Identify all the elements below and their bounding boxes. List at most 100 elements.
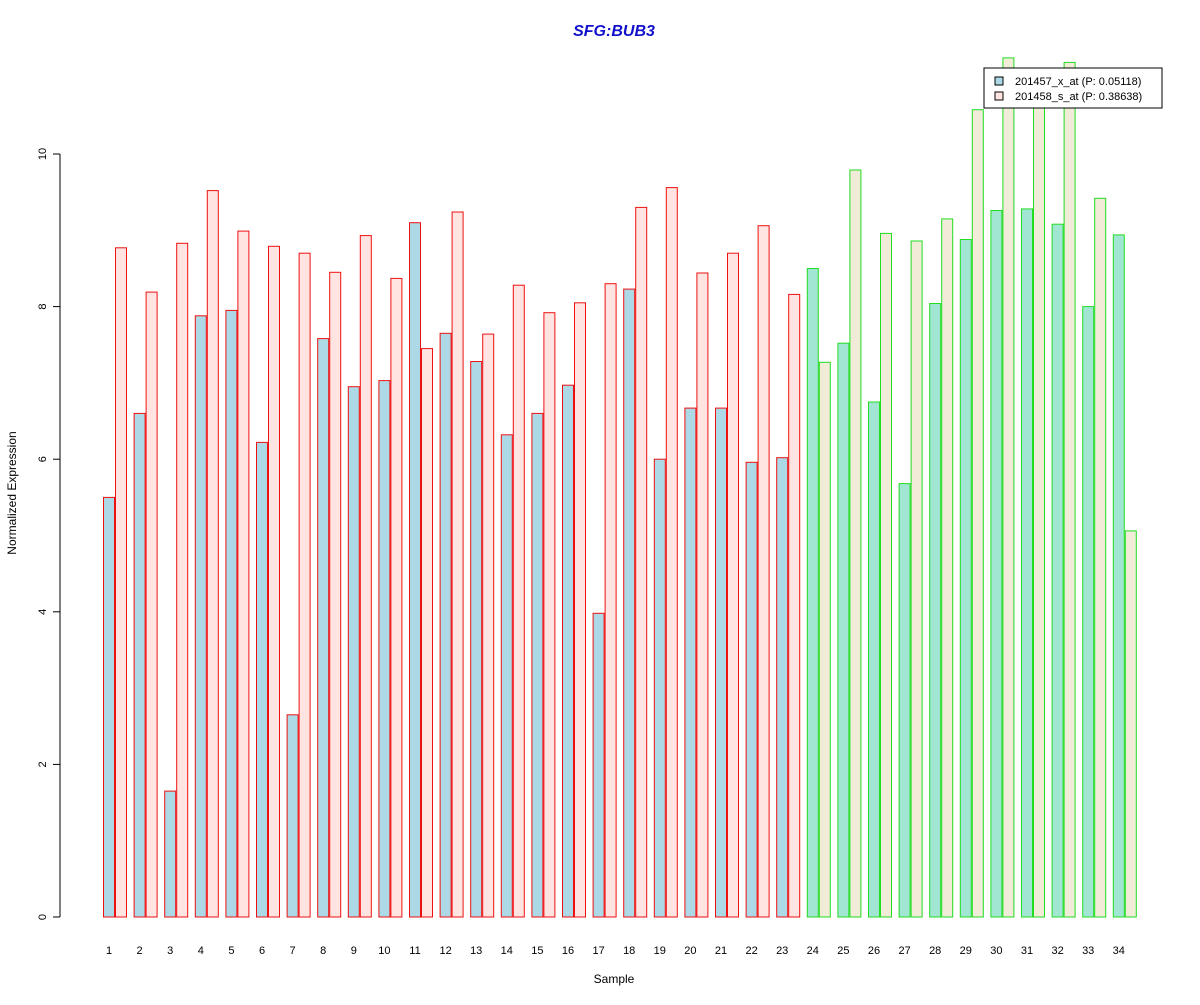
x-tick-label-25: 25 (837, 945, 849, 957)
bar-sample-12-series-2 (451, 211, 464, 918)
bar-sample-1-series-2 (115, 247, 127, 918)
legend: 201457_x_at (P: 0.05118) 201458_s_at (P:… (983, 67, 1163, 109)
y-tick-label-10: 10 (37, 148, 49, 160)
y-axis: 0 2 4 6 8 10 (37, 148, 61, 920)
bar-sample-2-series-1 (133, 412, 146, 918)
bar-sample-33-series-2 (1094, 197, 1107, 918)
bar-sample-17-series-2 (604, 283, 617, 918)
bar-sample-3-series-2 (176, 242, 189, 918)
x-tick-label-26: 26 (868, 945, 880, 957)
bar-sample-25-series-2 (849, 169, 862, 918)
x-tick-label-12: 12 (439, 945, 451, 957)
bar-sample-34-series-2 (1124, 530, 1137, 918)
bar-sample-20-series-2 (696, 272, 709, 918)
x-tick-label-8: 8 (320, 945, 326, 957)
bar-sample-14-series-1 (500, 434, 513, 918)
bar-sample-26-series-1 (868, 401, 880, 918)
bar-sample-11-series-2 (421, 348, 433, 918)
bar-sample-14-series-2 (512, 284, 525, 918)
x-tick-label-22: 22 (745, 945, 757, 957)
x-tick-label-14: 14 (501, 945, 513, 957)
bar-sample-13-series-2 (482, 333, 495, 918)
bar-sample-28-series-1 (929, 303, 942, 918)
legend-swatch-series-1 (994, 76, 1004, 86)
bar-sample-30-series-1 (990, 210, 1003, 918)
bar-sample-7-series-2 (298, 252, 311, 918)
x-tick-label-17: 17 (592, 945, 604, 957)
bar-sample-27-series-1 (898, 483, 911, 918)
bar-sample-20-series-1 (684, 407, 697, 918)
x-tick-label-15: 15 (531, 945, 543, 957)
x-tick-label-7: 7 (290, 945, 296, 957)
x-tick-label-1: 1 (106, 945, 112, 957)
x-tick-label-31: 31 (1021, 945, 1033, 957)
chart-title: SFG:BUB3 (573, 23, 655, 40)
bar-sample-13-series-1 (470, 361, 483, 918)
bar-sample-2-series-2 (145, 291, 158, 918)
bar-sample-18-series-2 (635, 206, 648, 918)
bar-sample-3-series-1 (164, 790, 177, 918)
x-tick-label-32: 32 (1051, 945, 1063, 957)
bar-sample-12-series-1 (439, 332, 452, 918)
x-tick-label-6: 6 (259, 945, 265, 957)
bar-sample-10-series-1 (378, 380, 391, 918)
bar-sample-9-series-2 (359, 235, 372, 918)
bar-sample-7-series-1 (286, 714, 299, 918)
x-tick-label-13: 13 (470, 945, 482, 957)
bar-sample-25-series-1 (837, 342, 850, 918)
bar-sample-32-series-2 (1063, 61, 1076, 918)
bar-sample-34-series-1 (1112, 234, 1125, 918)
x-tick-label-28: 28 (929, 945, 941, 957)
bar-sample-15-series-2 (543, 312, 556, 918)
bar-sample-9-series-1 (347, 386, 360, 918)
bar-sample-22-series-1 (745, 461, 758, 918)
bar-sample-33-series-1 (1082, 306, 1095, 918)
y-tick-label-8: 8 (37, 304, 49, 310)
y-axis-label: Normalized Expression (5, 431, 19, 554)
bar-sample-23-series-1 (776, 457, 789, 918)
bar-sample-17-series-1 (592, 612, 605, 918)
bar-sample-31-series-2 (1033, 92, 1045, 918)
x-tick-label-18: 18 (623, 945, 635, 957)
y-tick-label-2: 2 (37, 761, 49, 767)
x-tick-label-10: 10 (378, 945, 390, 957)
bar-sample-23-series-2 (788, 293, 801, 918)
x-tick-label-16: 16 (562, 945, 574, 957)
bar-sample-18-series-1 (623, 288, 636, 918)
bar-sample-5-series-1 (225, 309, 238, 918)
x-axis-ticks: 1 2 3 4 5 6 7 8 9 10 11 12 13 14 15 16 17 18 19 20 21 22 23 24 2… (106, 945, 1125, 957)
x-tick-label-27: 27 (898, 945, 910, 957)
bar-sample-31-series-1 (1021, 208, 1033, 918)
x-tick-label-2: 2 (137, 945, 143, 957)
legend-swatch-series-2 (994, 91, 1004, 101)
bar-sample-32-series-1 (1051, 223, 1064, 918)
y-tick-label-6: 6 (37, 456, 49, 462)
bars-group (103, 57, 1137, 918)
legend-box (983, 67, 1163, 109)
bar-sample-24-series-1 (806, 268, 819, 918)
bar-sample-1-series-1 (103, 496, 115, 918)
bar-sample-22-series-2 (757, 225, 770, 918)
bar-sample-26-series-2 (880, 232, 892, 918)
bar-sample-21-series-2 (727, 252, 739, 918)
x-tick-label-9: 9 (351, 945, 357, 957)
bar-sample-8-series-1 (317, 338, 330, 918)
x-tick-label-5: 5 (228, 945, 234, 957)
bar-sample-29-series-2 (971, 109, 984, 918)
bar-sample-27-series-2 (910, 240, 923, 918)
x-tick-label-30: 30 (990, 945, 1002, 957)
x-tick-label-19: 19 (654, 945, 666, 957)
x-tick-label-24: 24 (807, 945, 819, 957)
bar-sample-6-series-2 (268, 245, 280, 918)
x-tick-label-34: 34 (1113, 945, 1125, 957)
bar-sample-11-series-1 (409, 222, 421, 918)
bar-sample-29-series-1 (959, 239, 972, 918)
bar-sample-21-series-1 (715, 407, 727, 918)
bar-sample-5-series-2 (237, 230, 250, 918)
bar-sample-4-series-2 (206, 190, 219, 918)
bar-sample-4-series-1 (194, 315, 207, 918)
legend-label-series-2: 201458_s_at (P: 0.38638) (1015, 91, 1142, 103)
bar-sample-15-series-1 (531, 412, 544, 918)
x-tick-label-4: 4 (198, 945, 204, 957)
